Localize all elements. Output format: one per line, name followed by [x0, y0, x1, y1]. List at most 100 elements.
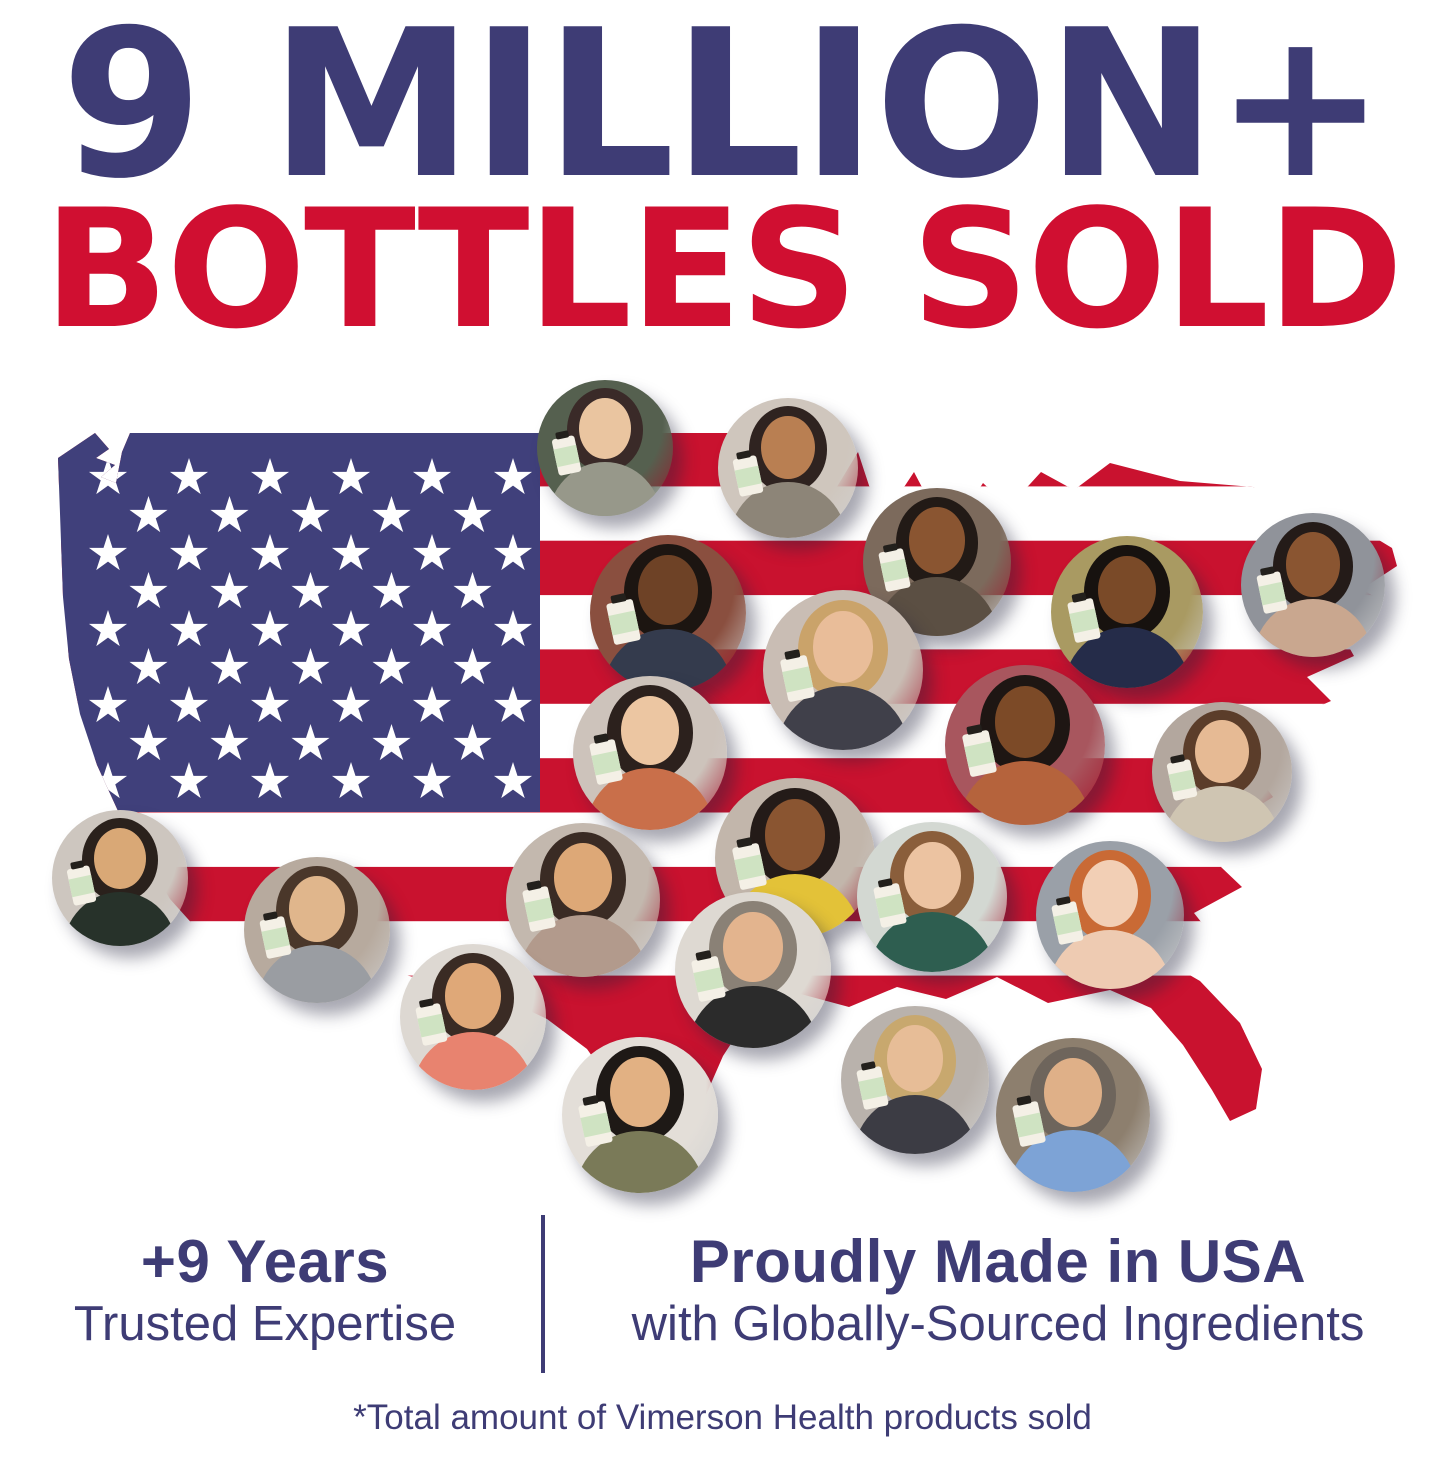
customer-photo-glasses-man — [244, 857, 390, 1003]
person-face — [620, 696, 680, 766]
flag-south-red — [58, 1030, 1397, 1166]
flag-star — [88, 610, 128, 647]
customer-photo-black-elderberry-man — [562, 1037, 718, 1193]
flag-star — [169, 762, 209, 799]
customer-photo-coral-jacket-woman — [400, 944, 546, 1090]
flag-star — [250, 458, 290, 495]
made-in-usa-subtitle: with Globally-Sourced Ingredients — [631, 1297, 1365, 1352]
flag-star — [88, 762, 128, 799]
flag-canton — [58, 433, 540, 812]
flag-star — [412, 762, 452, 799]
flag-star — [291, 572, 330, 609]
customer-photo-liver-health-man-outdoors — [1051, 536, 1203, 688]
flag-star — [88, 534, 128, 571]
flag-star — [493, 762, 533, 799]
flag-star — [129, 572, 168, 609]
flag-star — [412, 534, 452, 571]
customer-photo-liver-health-bearded-man — [52, 810, 188, 946]
customer-photo-turmeric-woman — [763, 590, 923, 750]
flag-star — [250, 534, 290, 571]
person-face — [445, 962, 501, 1029]
flag-star — [412, 458, 452, 495]
flag-star — [250, 762, 290, 799]
flag-star — [291, 496, 330, 533]
flag-star — [210, 496, 249, 533]
customer-photo-turtleneck-man — [675, 892, 831, 1048]
person-face — [903, 841, 961, 909]
flag-star — [372, 724, 411, 761]
flag-star — [169, 686, 209, 723]
person-face — [723, 912, 783, 983]
customer-photo-liver-health-woman-2 — [841, 1006, 989, 1154]
flag-star — [493, 458, 533, 495]
flag-star — [453, 724, 492, 761]
flag-star — [331, 762, 371, 799]
flag-star — [129, 648, 168, 685]
flag-star — [129, 496, 168, 533]
person-face — [638, 555, 698, 626]
customer-photo-yellow-shirt-woman — [715, 778, 875, 938]
flag-star — [291, 724, 330, 761]
customer-photo-mens-multivitamin-man — [590, 535, 746, 691]
flag-star — [210, 724, 249, 761]
headline-line2: BOTTLES SOLD — [43, 174, 1404, 365]
flag-star — [412, 610, 452, 647]
customer-photo-liposomal-vitamin-c-woman — [1241, 513, 1385, 657]
customer-photo-womens-multivitamin-woman — [506, 823, 660, 977]
headline-line1: 9 MILLION+ — [61, 0, 1386, 224]
customer-photo-psyllium-husk-woman — [857, 822, 1007, 972]
customer-photo-turmeric-cinnamon-woman — [945, 665, 1105, 825]
person-face — [1195, 720, 1249, 784]
person-face — [812, 610, 874, 683]
flag-star — [210, 648, 249, 685]
person-face — [886, 1025, 944, 1092]
flag-star — [493, 610, 533, 647]
person-face — [994, 685, 1056, 758]
flag-star — [331, 610, 371, 647]
flag-star — [331, 686, 371, 723]
flag-star — [453, 648, 492, 685]
customer-photo-liver-health-woman — [573, 676, 727, 830]
flag-star — [331, 458, 371, 495]
customer-photo-spirulina-woman — [718, 398, 858, 538]
flag-star — [169, 458, 209, 495]
flag-star — [453, 496, 492, 533]
flag-star — [250, 686, 290, 723]
flag-star — [453, 572, 492, 609]
flag-star — [372, 648, 411, 685]
flag-star — [169, 534, 209, 571]
flag-star — [493, 686, 533, 723]
footer-divider — [541, 1215, 545, 1373]
flag-star — [372, 496, 411, 533]
flag-star — [331, 534, 371, 571]
flag-star — [88, 686, 128, 723]
person-face — [764, 798, 826, 871]
customer-photo-zinc-woman — [537, 380, 673, 516]
flag-star — [493, 534, 533, 571]
made-in-usa-title: Proudly Made in USA — [689, 1228, 1307, 1295]
person-face — [610, 1057, 670, 1128]
flag-star — [169, 610, 209, 647]
person-face — [553, 843, 613, 913]
person-face — [289, 875, 345, 942]
person-face — [1098, 555, 1156, 625]
years-title: +9 Years — [140, 1228, 390, 1295]
footer-left: +9 Years Trusted Expertise — [0, 1228, 530, 1354]
flag-star — [372, 572, 411, 609]
flag-star — [129, 724, 168, 761]
footnote: *Total amount of Vimerson Health product… — [353, 1398, 1092, 1437]
person-face — [1285, 531, 1341, 597]
footer-right: Proudly Made in USA with Globally-Source… — [566, 1228, 1430, 1354]
person-face — [579, 397, 631, 459]
customer-photo-mens-multivitamin-older-man — [996, 1038, 1150, 1192]
person-face — [908, 507, 966, 574]
person-face — [1081, 860, 1139, 927]
customer-photo-glucosamine-woman — [1152, 702, 1292, 842]
years-subtitle: Trusted Expertise — [73, 1297, 457, 1352]
flag-star — [412, 686, 452, 723]
flag-star — [291, 648, 330, 685]
flag-star — [210, 572, 249, 609]
person-face — [1043, 1058, 1103, 1128]
